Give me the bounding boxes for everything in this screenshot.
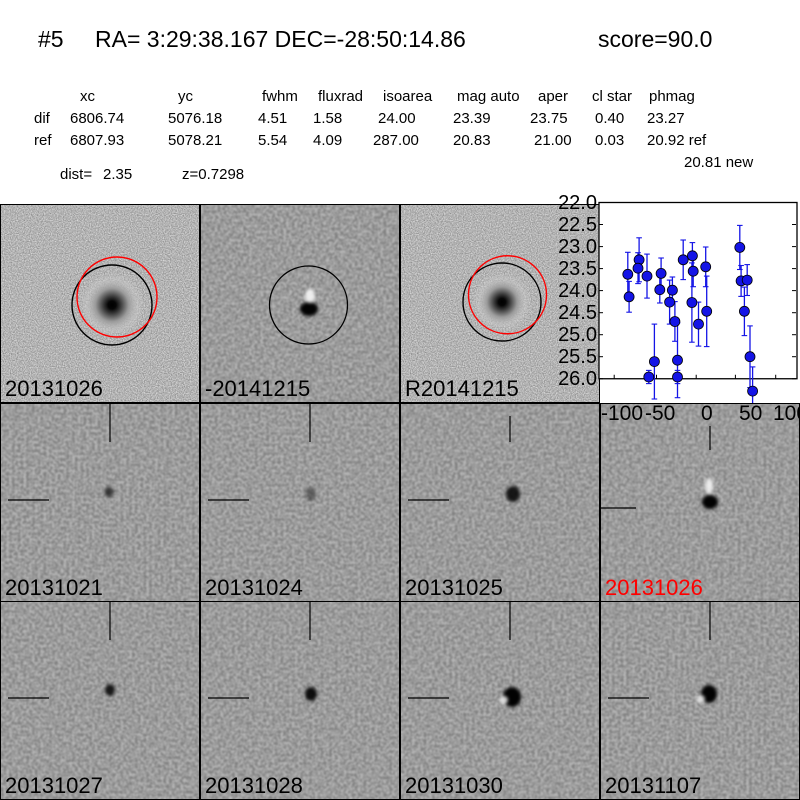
- svg-text:50: 50: [739, 404, 762, 425]
- svg-text:24.5: 24.5: [558, 302, 597, 324]
- svg-text:22.0: 22.0: [558, 192, 597, 214]
- svg-text:100: 100: [773, 404, 800, 425]
- svg-text:24.0: 24.0: [558, 280, 597, 302]
- svg-text:0: 0: [701, 404, 713, 425]
- svg-text:25.0: 25.0: [558, 324, 597, 346]
- svg-text:23.5: 23.5: [558, 258, 597, 280]
- svg-text:-50: -50: [645, 404, 675, 425]
- svg-text:-100: -100: [601, 404, 643, 425]
- svg-text:25.5: 25.5: [558, 346, 597, 368]
- svg-text:26.0: 26.0: [558, 368, 597, 390]
- svg-text:22.5: 22.5: [558, 214, 597, 236]
- svg-text:23.0: 23.0: [558, 236, 597, 258]
